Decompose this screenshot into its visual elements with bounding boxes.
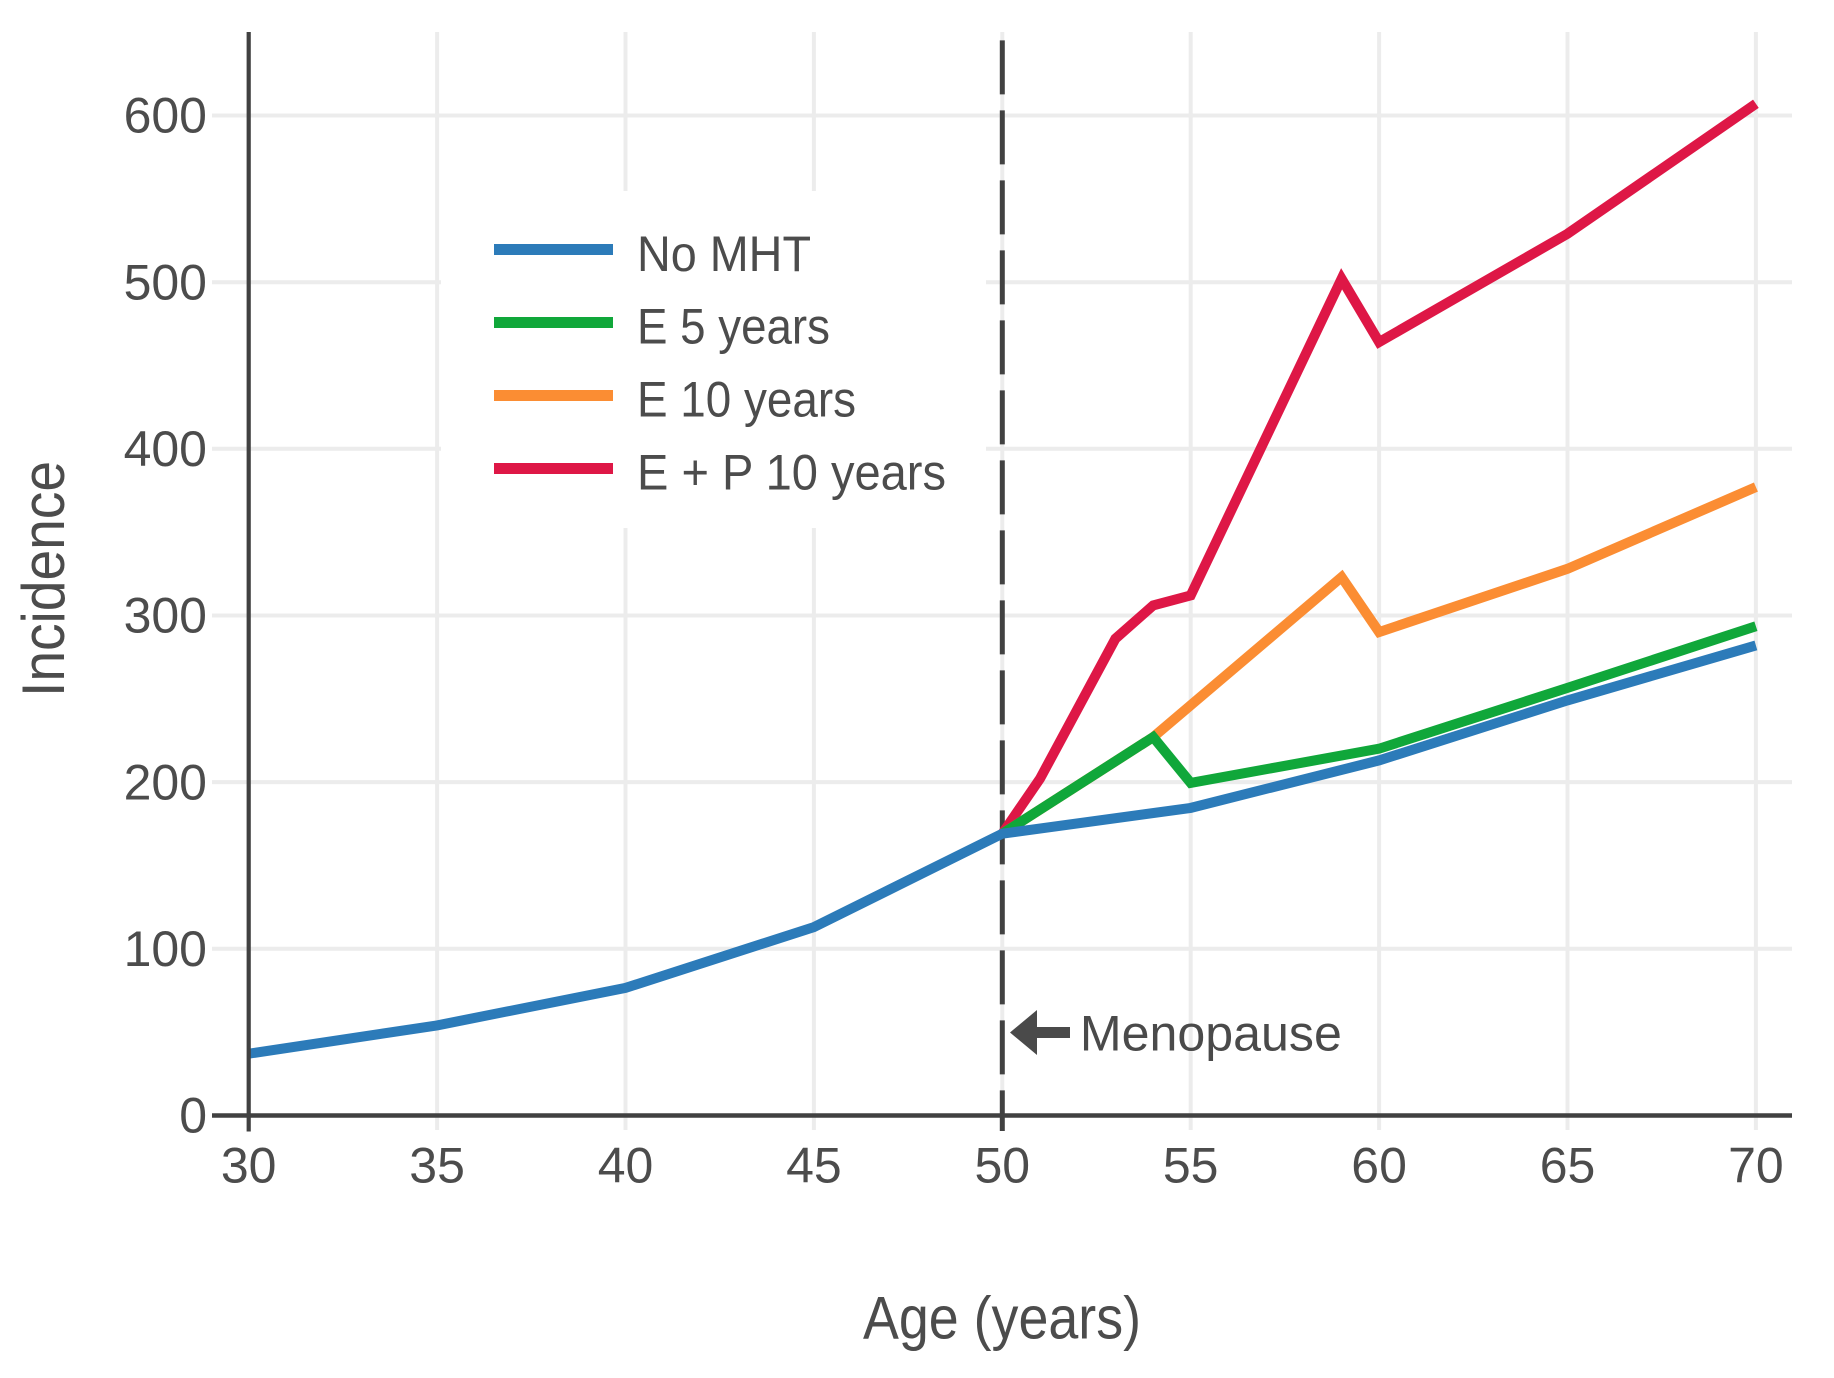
- svg-text:Incidence: Incidence: [10, 461, 77, 697]
- svg-text:40: 40: [598, 1137, 654, 1193]
- svg-text:300: 300: [124, 588, 207, 644]
- svg-text:70: 70: [1728, 1137, 1784, 1193]
- svg-text:400: 400: [124, 421, 207, 477]
- svg-text:E 5 years: E 5 years: [637, 299, 830, 355]
- svg-text:E 10 years: E 10 years: [637, 372, 856, 428]
- svg-text:50: 50: [974, 1137, 1030, 1193]
- svg-text:500: 500: [124, 254, 207, 310]
- svg-text:600: 600: [124, 88, 207, 144]
- svg-text:Age (years): Age (years): [863, 1284, 1141, 1351]
- svg-text:60: 60: [1351, 1137, 1407, 1193]
- svg-text:30: 30: [221, 1137, 277, 1193]
- svg-text:55: 55: [1163, 1137, 1219, 1193]
- svg-text:45: 45: [786, 1137, 842, 1193]
- svg-text:Menopause: Menopause: [1080, 1005, 1342, 1061]
- svg-text:E + P 10 years: E + P 10 years: [637, 445, 946, 501]
- svg-text:35: 35: [409, 1137, 465, 1193]
- svg-text:200: 200: [124, 754, 207, 810]
- svg-text:0: 0: [179, 1088, 207, 1144]
- svg-text:No MHT: No MHT: [637, 226, 811, 282]
- svg-text:65: 65: [1540, 1137, 1596, 1193]
- svg-text:100: 100: [124, 921, 207, 977]
